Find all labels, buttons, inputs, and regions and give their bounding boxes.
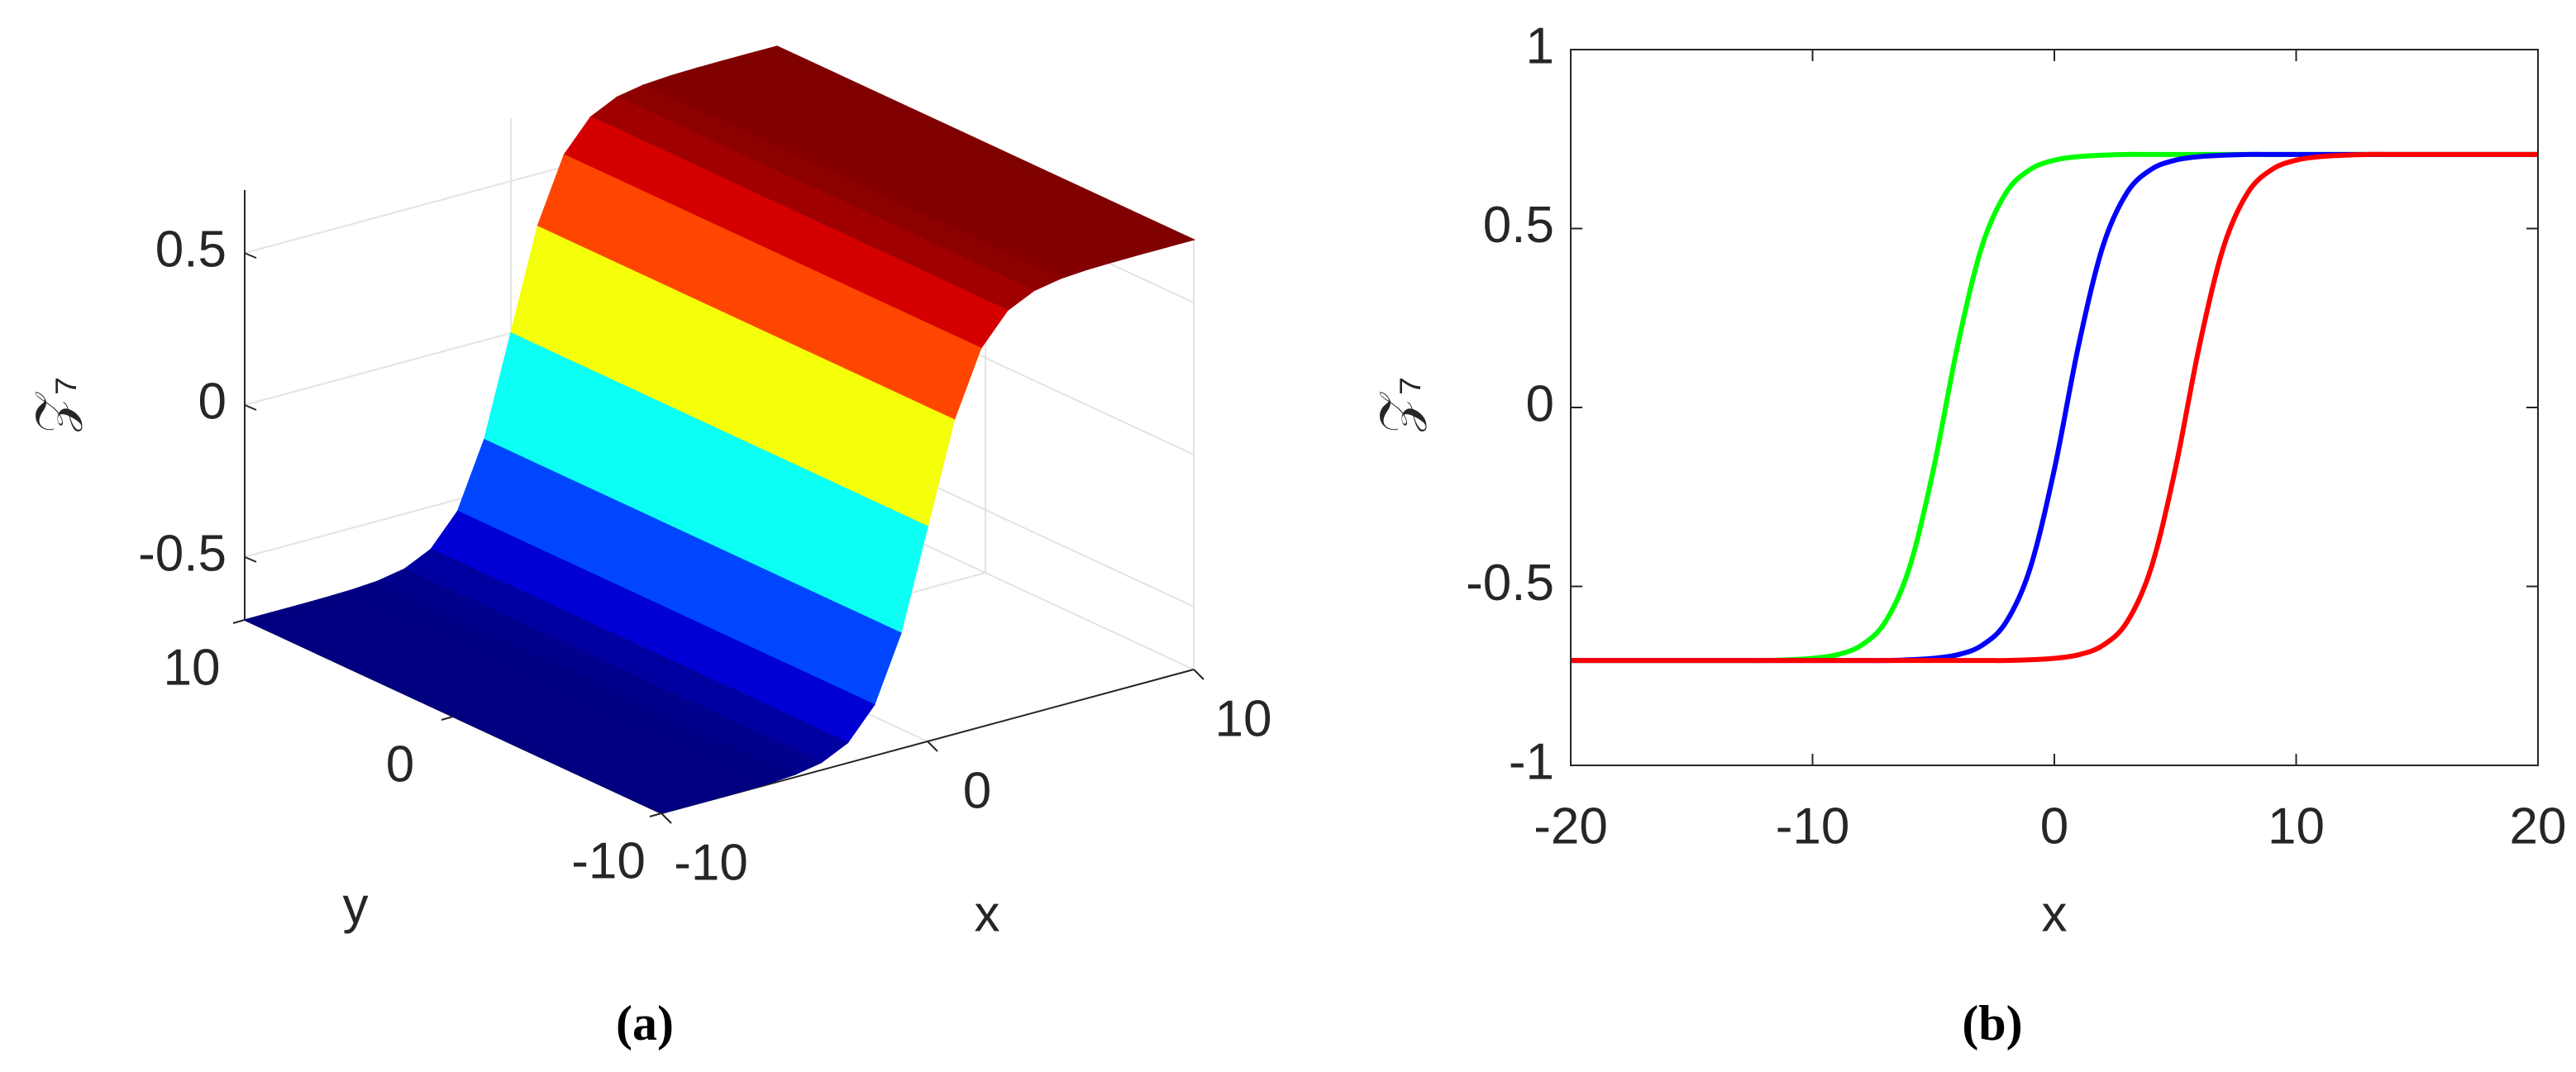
z-tick xyxy=(244,404,257,411)
caption: (a) xyxy=(616,996,674,1051)
x-axis-label: x xyxy=(975,885,1000,942)
y-tick-label: 0 xyxy=(386,736,414,793)
z-tick-label: 0 xyxy=(198,373,227,430)
x-tick-label: 0 xyxy=(963,762,991,819)
x-tick-label: -20 xyxy=(1534,798,1608,855)
surface-strip xyxy=(242,612,690,814)
y-tick xyxy=(441,716,454,721)
y-tick-label: 1 xyxy=(1526,17,1554,74)
series-line xyxy=(1570,151,2538,664)
x-tick-label: 0 xyxy=(2040,798,2068,855)
caption: (b) xyxy=(1962,996,2022,1051)
x-tick xyxy=(1193,669,1205,680)
series-line xyxy=(1570,151,2538,664)
y-tick-label: 0 xyxy=(1526,375,1554,432)
x-tick xyxy=(927,741,938,752)
x-tick-label: -10 xyxy=(1776,798,1850,855)
series-line xyxy=(1570,151,2538,664)
x-tick-label: 10 xyxy=(2268,798,2325,855)
plot-frame xyxy=(1570,49,2539,766)
z-tick xyxy=(244,555,257,563)
x-tick xyxy=(661,812,672,824)
y-tick-label: 10 xyxy=(164,639,221,696)
y-tick-label: 0.5 xyxy=(1483,197,1554,254)
y-tick xyxy=(232,619,246,624)
x-axis-label: x xyxy=(2042,885,2068,942)
x-tick-label: 10 xyxy=(1215,690,1272,747)
y-tick-label: -1 xyxy=(1509,733,1554,790)
y-axis-label: y xyxy=(343,877,369,934)
y-tick-label: -10 xyxy=(571,832,646,889)
y-tick-label: -0.5 xyxy=(1466,555,1554,612)
z-tick-label: 0.5 xyxy=(155,221,227,278)
y-tick xyxy=(649,812,662,817)
z-axis-label: 𝒵₇ xyxy=(26,377,83,434)
x-tick-label: -10 xyxy=(674,834,748,891)
x-tick-label: 20 xyxy=(2510,798,2567,855)
z-tick-label: -0.5 xyxy=(138,525,227,582)
y-axis-label: 𝒵₇ xyxy=(1370,377,1427,434)
z-tick xyxy=(244,252,257,260)
